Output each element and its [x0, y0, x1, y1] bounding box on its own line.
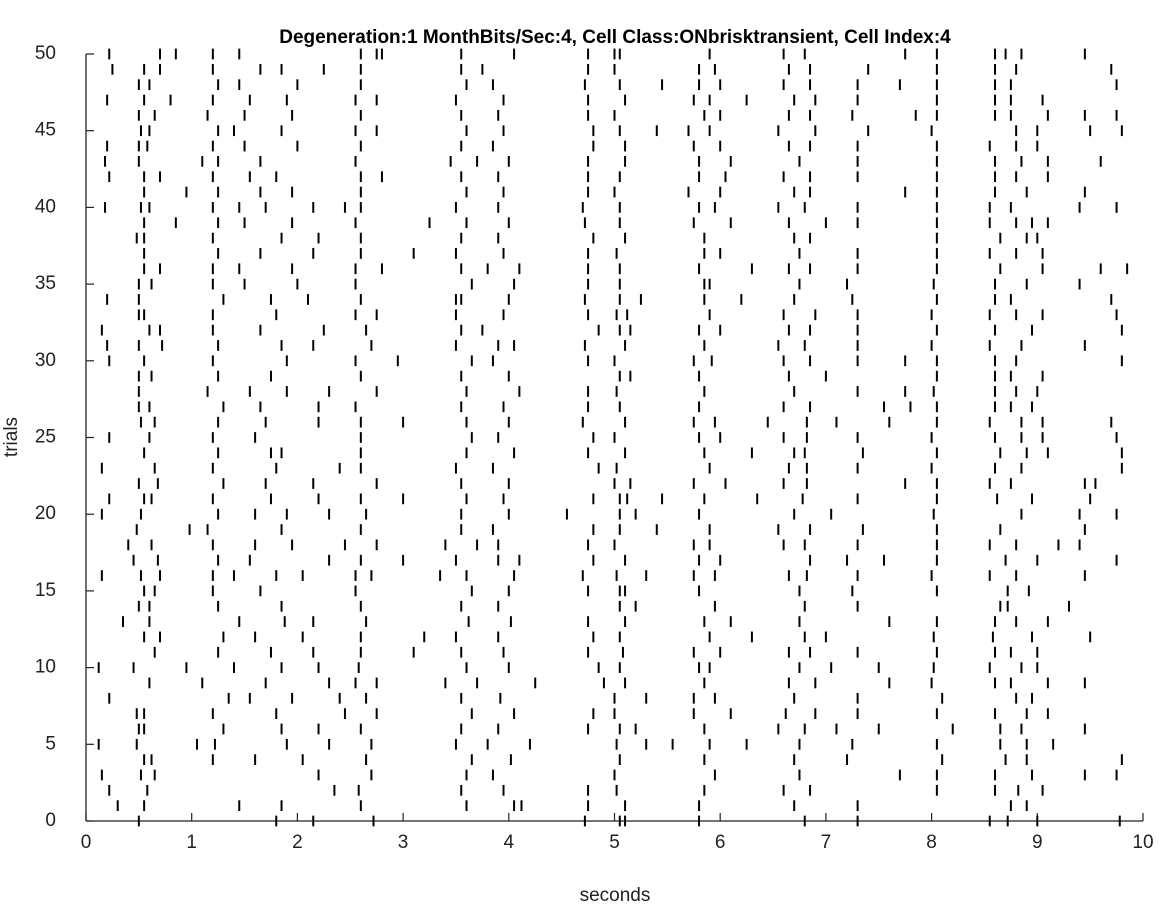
y-tick-label: 5 [45, 733, 56, 754]
chart-title: Degeneration:1 MonthBits/Sec:4, Cell Cla… [279, 27, 951, 48]
x-axis-label: seconds [580, 885, 651, 906]
x-tick-label: 7 [821, 832, 832, 853]
y-tick-label: 15 [35, 580, 56, 601]
y-tick-label: 25 [35, 427, 56, 448]
x-tick-label: 1 [186, 832, 197, 853]
x-tick-label: 5 [609, 832, 620, 853]
x-tick-label: 8 [926, 832, 937, 853]
x-tick-label: 2 [292, 832, 303, 853]
y-tick-label: 10 [35, 657, 56, 678]
x-tick-label: 3 [398, 832, 409, 853]
y-tick-label: 45 [35, 120, 56, 141]
y-tick-label: 40 [35, 196, 56, 217]
x-tick-label: 6 [715, 832, 726, 853]
y-tick-label: 30 [35, 350, 56, 371]
x-tick-label: 10 [1132, 832, 1153, 853]
y-axis-label: trials [1, 417, 22, 457]
x-tick-label: 0 [81, 832, 92, 853]
y-tick-label: 50 [35, 43, 56, 64]
x-tick-label: 9 [1032, 832, 1043, 853]
y-tick-label: 20 [35, 503, 56, 524]
x-tick-label: 4 [504, 832, 515, 853]
y-tick-label: 0 [45, 810, 56, 831]
y-tick-label: 35 [35, 273, 56, 294]
